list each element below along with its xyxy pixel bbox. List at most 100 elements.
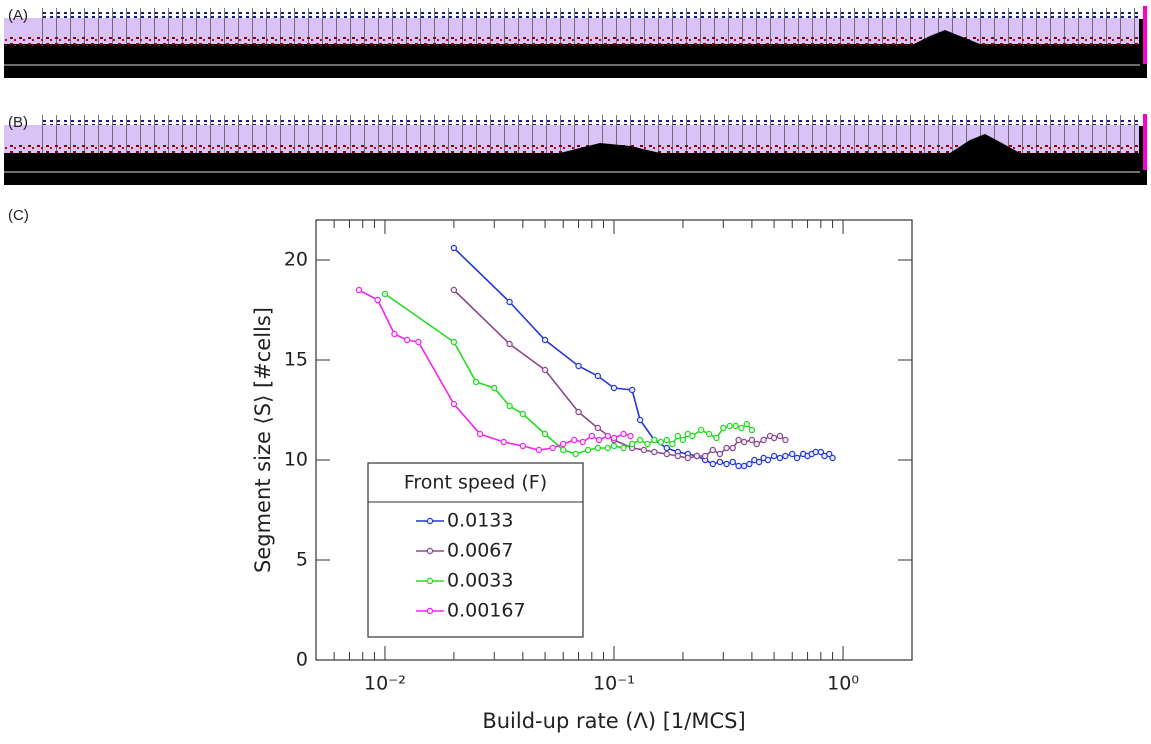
- data-point: [541, 336, 549, 344]
- data-point: [770, 434, 778, 442]
- data-point: [519, 410, 527, 418]
- data-point: [753, 440, 760, 448]
- data-point: [716, 450, 724, 458]
- data-point: [355, 286, 363, 294]
- data-point: [782, 436, 789, 444]
- data-point: [701, 452, 709, 460]
- data-point: [636, 436, 644, 444]
- series-line: [384, 293, 753, 455]
- data-point: [674, 452, 682, 460]
- data-point: [570, 436, 578, 444]
- data-point: [793, 454, 801, 462]
- data-point: [559, 446, 567, 454]
- data-point: [506, 298, 513, 306]
- data-point: [748, 426, 756, 434]
- data-point: [584, 446, 592, 454]
- data-point: [663, 450, 670, 458]
- data-point: [716, 458, 724, 466]
- legend-label: 0.0133: [447, 510, 513, 532]
- data-point: [776, 454, 784, 462]
- y-tick-label: 15: [284, 349, 308, 371]
- data-point: [594, 372, 602, 380]
- legend-label: 0.00167: [447, 600, 526, 622]
- data-point: [627, 432, 634, 440]
- data-point: [651, 448, 658, 456]
- data-point: [748, 436, 756, 444]
- data-point: [679, 436, 687, 444]
- data-point: [450, 338, 458, 346]
- data-point: [684, 454, 692, 462]
- data-point: [628, 440, 636, 448]
- data-point: [720, 424, 727, 432]
- data-point: [651, 436, 658, 444]
- data-point: [620, 444, 627, 452]
- data-point: [746, 460, 753, 468]
- data-point: [610, 442, 618, 450]
- panel-b-image: [4, 112, 1147, 185]
- data-point: [789, 450, 796, 458]
- y-tick-label: 20: [284, 249, 308, 271]
- data-point: [723, 444, 730, 452]
- data-point: [579, 438, 586, 446]
- legend-label: 0.0033: [447, 570, 513, 592]
- legend-marker: [426, 517, 434, 525]
- data-point: [764, 456, 772, 464]
- data-point: [644, 440, 651, 448]
- chart: 10⁻² 10⁻¹ 10⁰ 0 5 10 15 20 Build-up rate (Λ) [1/…: [251, 219, 913, 733]
- x-axis-label: Build-up rate (Λ) [1/MCS]: [482, 709, 745, 733]
- data-point: [415, 338, 422, 346]
- data-point: [506, 340, 513, 348]
- x-tick-label: 10⁻²: [364, 673, 406, 695]
- data-point: [709, 460, 717, 468]
- data-point: [829, 454, 836, 462]
- data-point: [575, 408, 582, 416]
- legend-box: [367, 462, 584, 638]
- x-tick-label: 10⁰: [827, 673, 859, 695]
- data-point: [812, 448, 819, 456]
- data-point: [575, 362, 582, 370]
- data-point: [588, 432, 596, 440]
- y-axis-label: Segment size ⟨S⟩ [#cells]: [251, 307, 275, 573]
- data-point: [729, 444, 736, 452]
- data-point: [825, 450, 833, 458]
- data-point: [610, 434, 618, 442]
- data-point: [723, 460, 730, 468]
- data-point: [674, 432, 682, 440]
- data-point: [663, 444, 670, 452]
- data-point: [450, 286, 458, 294]
- data-point: [628, 386, 636, 394]
- data-point: [693, 452, 701, 460]
- data-point: [726, 422, 733, 430]
- data-point: [732, 422, 739, 430]
- data-point: [610, 384, 618, 392]
- data-point: [476, 430, 484, 438]
- data-point: [572, 450, 579, 458]
- data-point: [519, 442, 527, 450]
- data-point: [817, 448, 825, 456]
- data-point: [657, 438, 664, 446]
- data-point: [620, 430, 627, 438]
- data-point: [381, 290, 389, 298]
- data-point: [713, 434, 720, 442]
- series-line: [453, 289, 786, 459]
- data-point: [743, 420, 750, 428]
- data-point: [669, 440, 676, 448]
- data-point: [374, 296, 381, 304]
- data-point: [740, 438, 748, 446]
- data-point: [689, 432, 696, 440]
- panel-label: (A): [8, 7, 28, 24]
- data-point: [735, 462, 742, 470]
- panel-label: (C): [8, 207, 29, 224]
- data-point: [541, 430, 549, 438]
- data-point: [594, 424, 602, 432]
- legend-label: 0.0067: [447, 540, 513, 562]
- data-point: [709, 446, 717, 454]
- data-point: [755, 458, 763, 466]
- x-tick-label: 10⁻¹: [593, 673, 635, 695]
- data-point: [403, 336, 411, 344]
- data-point: [450, 244, 458, 252]
- data-point: [491, 384, 498, 392]
- data-point: [595, 436, 603, 444]
- data-point: [705, 430, 713, 438]
